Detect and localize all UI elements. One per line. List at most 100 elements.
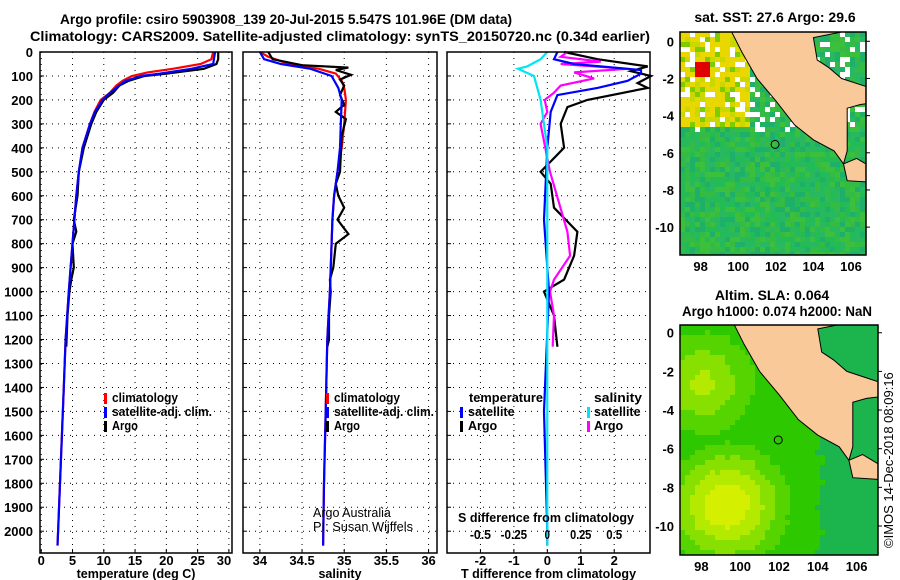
map-cell [790, 510, 795, 515]
map-cell [810, 202, 815, 207]
map-cell [720, 227, 725, 232]
map-cell [760, 107, 765, 112]
map-cell [695, 515, 700, 520]
map-cell [700, 405, 705, 410]
map-cell [720, 97, 725, 102]
map-cell [855, 490, 860, 495]
map-cell [690, 360, 695, 365]
map-cell [870, 440, 875, 445]
map-cell [740, 67, 745, 72]
map-cell [710, 157, 715, 162]
map-cell [750, 360, 755, 365]
map-cell [835, 525, 840, 530]
map-cell [700, 102, 705, 107]
map-cell [840, 490, 845, 495]
map-cell [765, 460, 770, 465]
map-cell [690, 335, 695, 340]
map-cell [765, 485, 770, 490]
map-cell [780, 470, 785, 475]
map-cell [810, 530, 815, 535]
map-cell [810, 495, 815, 500]
map-cell [875, 480, 878, 485]
map-cell [715, 355, 720, 360]
map-cell [735, 212, 740, 217]
map-cell [680, 132, 685, 137]
map-cell [855, 550, 860, 555]
map-cell [850, 242, 855, 247]
map-cell [705, 530, 710, 535]
map-cell [760, 112, 765, 117]
map-cell [750, 425, 755, 430]
map-cell [700, 520, 705, 525]
map-cell [755, 425, 760, 430]
map-cell [725, 495, 730, 500]
map-cell [700, 330, 705, 335]
map-cell [695, 380, 700, 385]
map-cell [700, 550, 705, 555]
map-cell [835, 445, 840, 450]
map-cell [870, 500, 875, 505]
map-cell [685, 380, 690, 385]
map-cell [700, 465, 705, 470]
map-cell [715, 540, 720, 545]
map-cell [860, 370, 865, 375]
map-cell [740, 102, 745, 107]
map-cell [810, 232, 815, 237]
map-cell [685, 132, 690, 137]
map-cell [775, 177, 780, 182]
map-cell [760, 177, 765, 182]
map-cell [695, 37, 700, 42]
map-cell [690, 92, 695, 97]
map-cell [705, 460, 710, 465]
map-cell [760, 172, 765, 177]
map-cell [855, 445, 860, 450]
map-cell [685, 197, 690, 202]
map-cell [855, 335, 860, 340]
map-cell [700, 490, 705, 495]
map-cell [735, 227, 740, 232]
map-cell [745, 525, 750, 530]
map-cell [775, 107, 780, 112]
map-cell [755, 505, 760, 510]
map-cell [815, 490, 820, 495]
map-cell [850, 187, 855, 192]
map-cell [720, 390, 725, 395]
map-cell [780, 540, 785, 545]
map-cell [725, 430, 730, 435]
map-cell [710, 102, 715, 107]
map-cell [765, 252, 770, 255]
map-cell [715, 172, 720, 177]
map-cell [800, 465, 805, 470]
map-cell [785, 252, 790, 255]
map-cell [750, 192, 755, 197]
map-cell [855, 187, 860, 192]
map-cell [830, 355, 835, 360]
map-cell [750, 117, 755, 122]
map-cell [765, 520, 770, 525]
map-cell [785, 520, 790, 525]
map-cell [695, 330, 700, 335]
map-cell [845, 520, 850, 525]
map-cell [685, 375, 690, 380]
map-cell [825, 207, 830, 212]
map-cell [795, 545, 800, 550]
map-cell [800, 132, 805, 137]
map-cell [725, 370, 730, 375]
map-cell [690, 455, 695, 460]
map-cell [720, 515, 725, 520]
map-cell [700, 495, 705, 500]
map-cell [770, 460, 775, 465]
map-cell [710, 355, 715, 360]
map-cell [715, 97, 720, 102]
map-cell [840, 232, 845, 237]
map-cell [720, 67, 725, 72]
map-cell [790, 212, 795, 217]
map-cell [735, 207, 740, 212]
map-cell [790, 495, 795, 500]
map-cell [765, 142, 770, 147]
map-cell [750, 385, 755, 390]
map-cell [700, 340, 705, 345]
map-cell [835, 247, 840, 252]
map-cell [740, 470, 745, 475]
map-cell [750, 485, 755, 490]
